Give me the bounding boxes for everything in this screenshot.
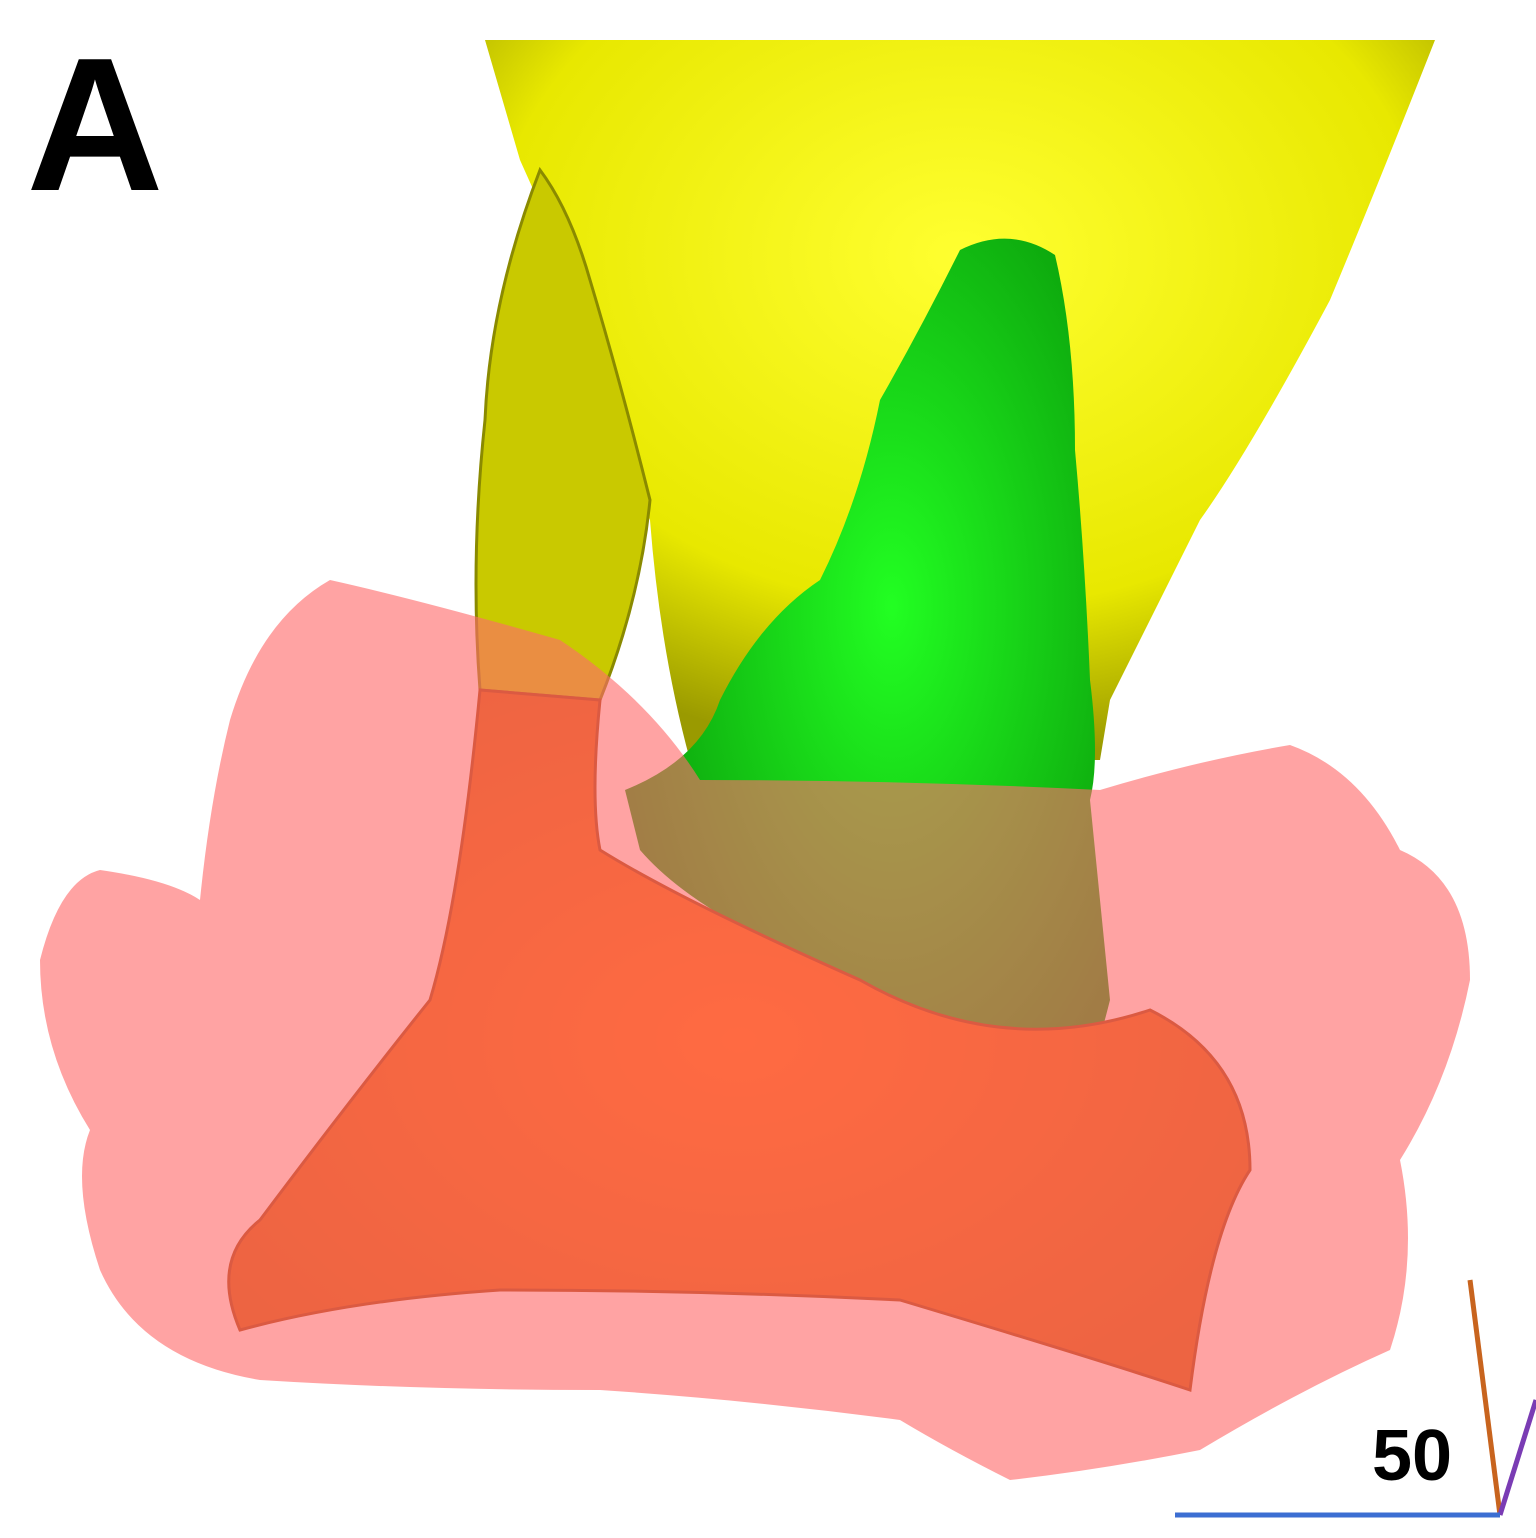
render xyxy=(40,40,1470,1480)
axis-line xyxy=(1500,1400,1536,1515)
axis-line xyxy=(1470,1280,1500,1515)
panel-label: A xyxy=(26,19,163,231)
scale-label: 50 xyxy=(1372,1416,1452,1496)
figure: A 50 xyxy=(0,0,1536,1538)
